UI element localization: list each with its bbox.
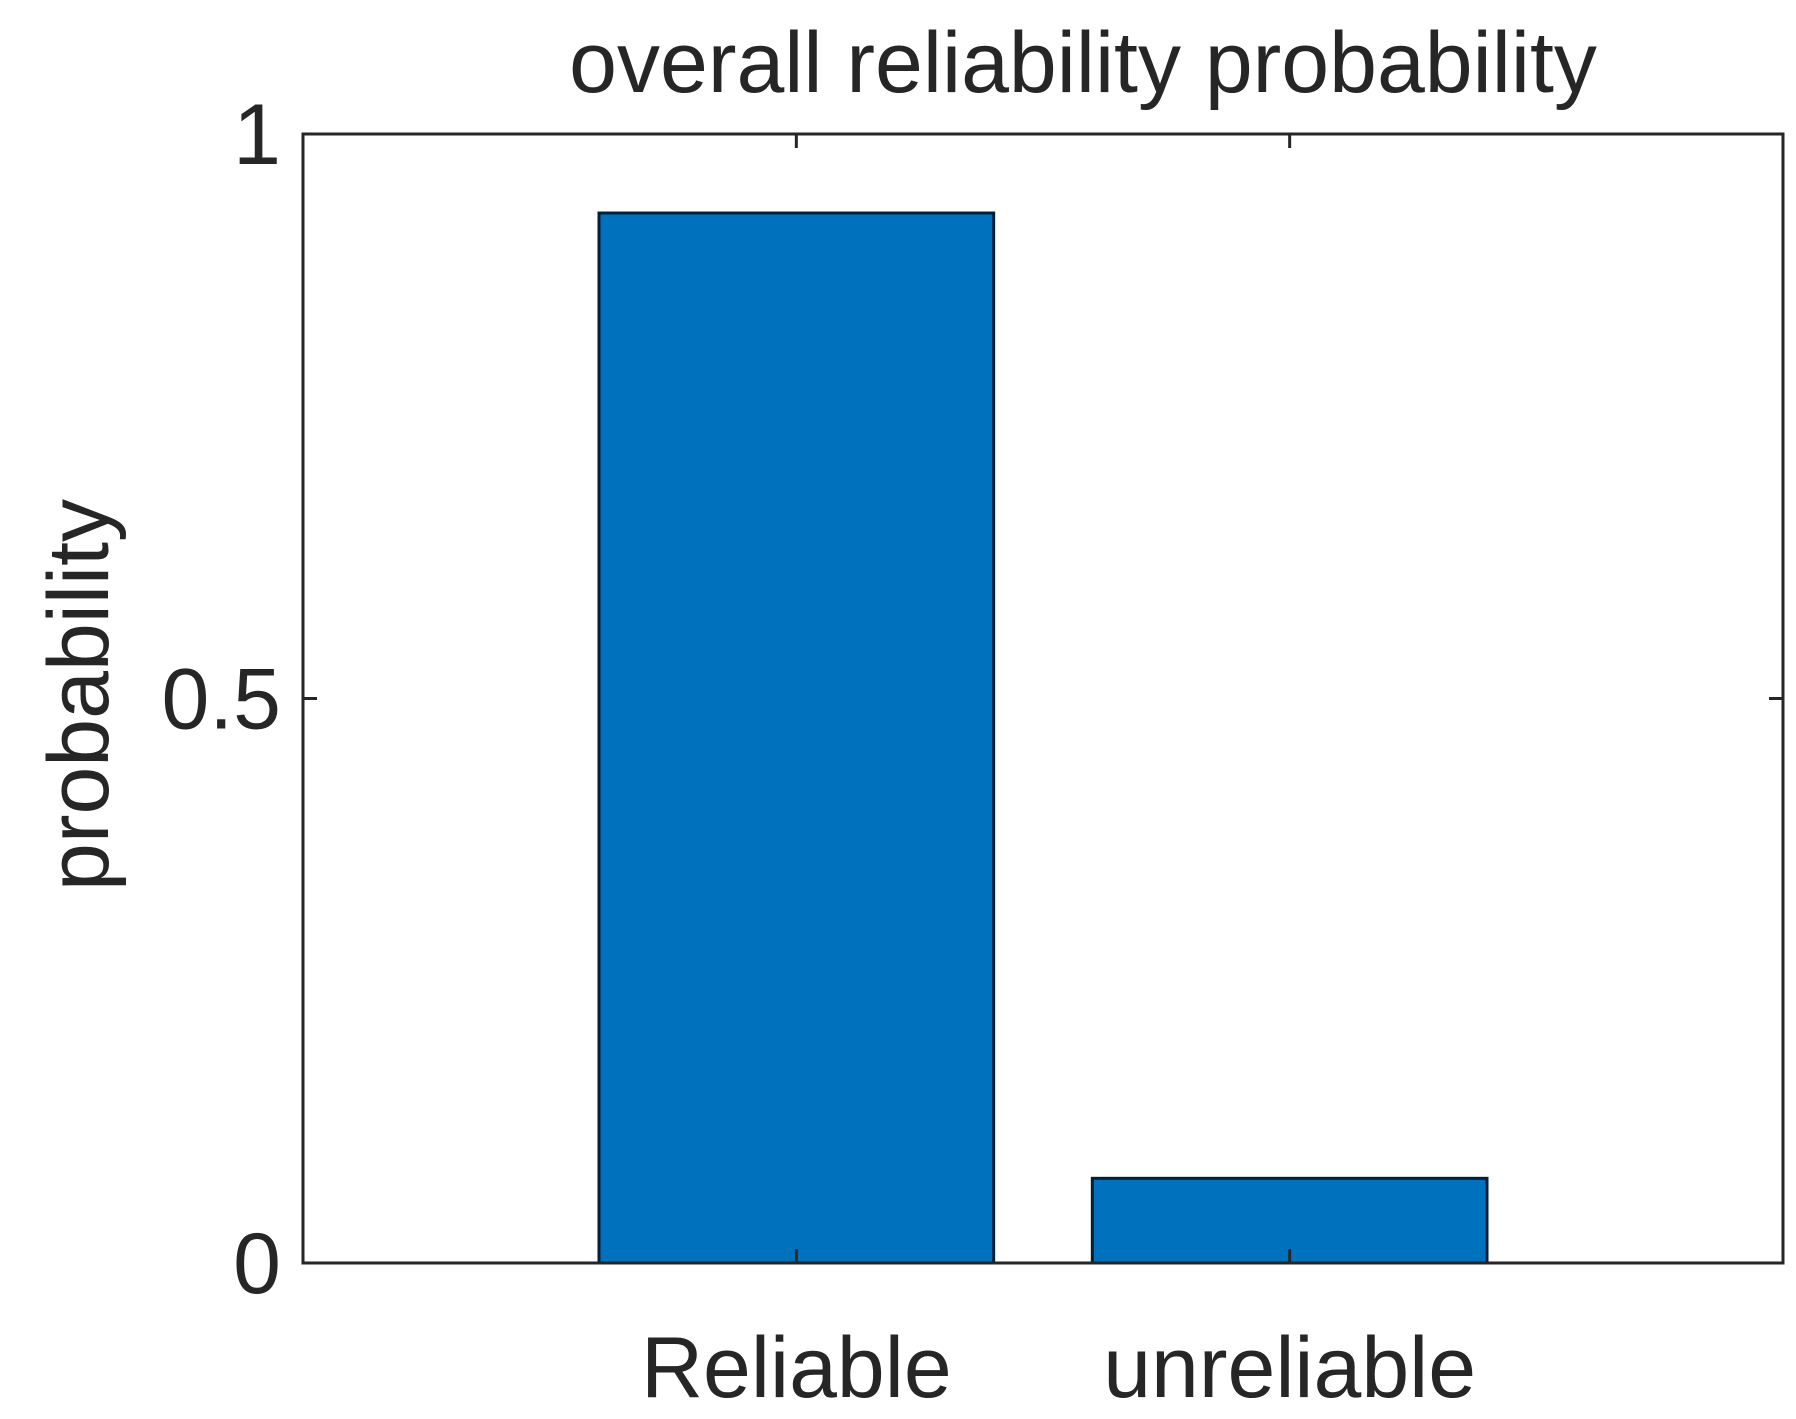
x-tick-label-reliable: Reliable	[641, 1320, 952, 1416]
y-axis-label: probability	[31, 499, 127, 891]
bar-reliable	[597, 211, 996, 1265]
axes-box	[301, 132, 1785, 1265]
y-tick-label: 0	[233, 1216, 281, 1312]
bar-unreliable	[1090, 1176, 1489, 1265]
chart-title: overall reliability probability	[569, 15, 1597, 111]
y-tick-label: 1	[233, 87, 281, 183]
y-tick-label: 0.5	[161, 652, 281, 748]
x-tick-label-unreliable: unreliable	[1103, 1320, 1476, 1416]
plot-area: 0 0.5 1 Reliable unreliable	[161, 87, 1785, 1416]
